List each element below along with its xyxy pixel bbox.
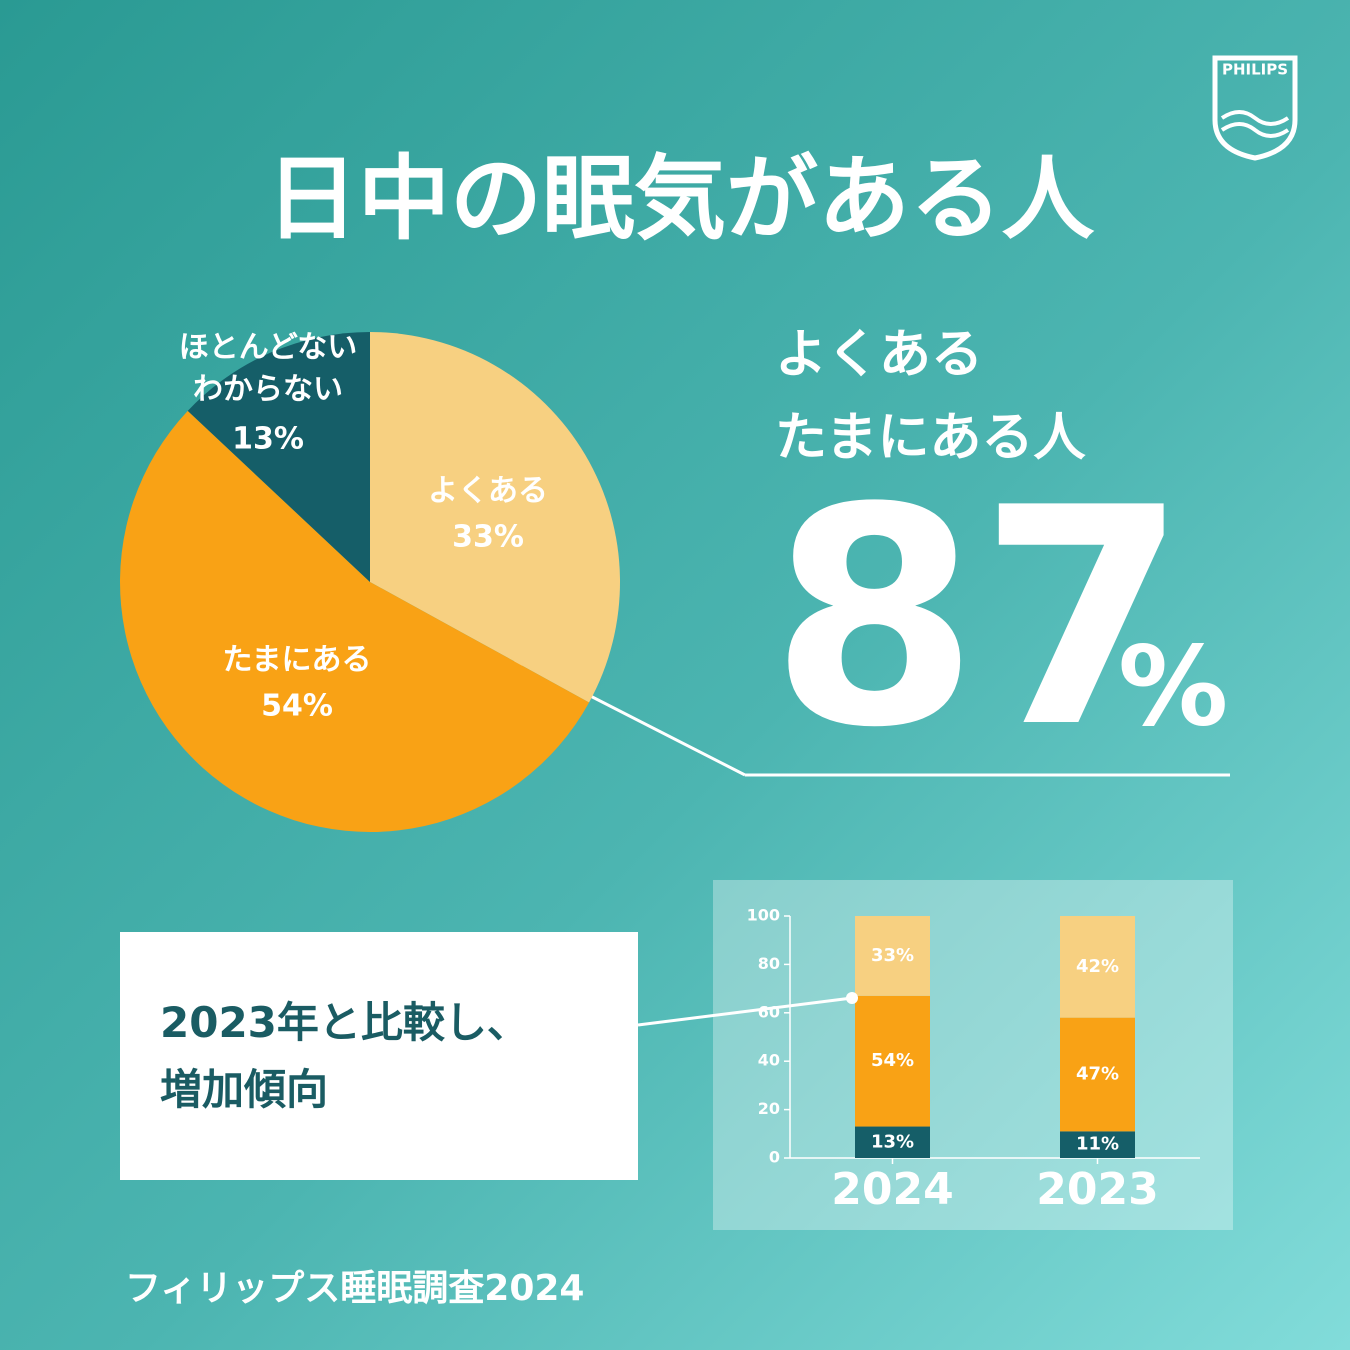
y-tick-label: 40 — [758, 1051, 780, 1070]
pie-value-label: 33% — [452, 520, 524, 555]
bar-value-label: 13% — [871, 1131, 914, 1152]
y-tick-label: 100 — [747, 906, 780, 925]
bar-value-label: 54% — [871, 1050, 914, 1071]
bar-segment — [855, 1126, 930, 1158]
source: フィリップス睡眠調査2024 — [125, 1268, 584, 1309]
bar-segment — [1060, 1017, 1135, 1132]
pie-label: ほとんどないわからない — [179, 330, 358, 407]
connector-dot — [846, 992, 858, 1004]
y-tick-label: 60 — [758, 1002, 780, 1021]
pie-slice — [187, 332, 370, 582]
x-tick-label: 2023 — [1036, 1164, 1158, 1215]
logo-waves — [1220, 110, 1290, 138]
logo-text: PHILIPS — [1222, 61, 1288, 79]
pie-label: よくある — [428, 474, 548, 509]
callout-connector — [637, 996, 853, 1027]
pie-value-label: 13% — [232, 422, 304, 457]
headline-label: よくあるたまにある人 — [775, 325, 1086, 468]
bar-value-label: 33% — [871, 945, 914, 966]
pie-value-label: 54% — [261, 689, 333, 724]
y-tick-label: 0 — [769, 1148, 780, 1167]
callout-box — [120, 932, 638, 1180]
bar-value-label: 11% — [1076, 1134, 1119, 1155]
bar-value-label: 47% — [1076, 1064, 1119, 1085]
bar-segment — [1060, 916, 1135, 1018]
pie-slice — [370, 332, 621, 703]
pie-slice — [120, 410, 590, 832]
headline-unit: % — [1118, 622, 1228, 750]
headline-value: 87 — [770, 444, 1187, 793]
bar-segment — [855, 916, 930, 996]
y-tick-label: 80 — [758, 954, 780, 973]
y-tick-label: 20 — [758, 1099, 780, 1118]
logo: PHILIPS — [1212, 55, 1298, 161]
callout-text: 2023年と比較し、増加傾向 — [160, 998, 529, 1114]
title: 日中の眠気がある人 — [266, 145, 1095, 252]
logo-shield — [1212, 55, 1298, 161]
bar-value-label: 42% — [1076, 956, 1119, 977]
bar-segment — [855, 995, 930, 1127]
pie-label: たまにある — [222, 643, 371, 678]
bar-segment — [1060, 1131, 1135, 1158]
bar-panel — [713, 880, 1233, 1230]
x-tick-label: 2024 — [831, 1164, 953, 1215]
